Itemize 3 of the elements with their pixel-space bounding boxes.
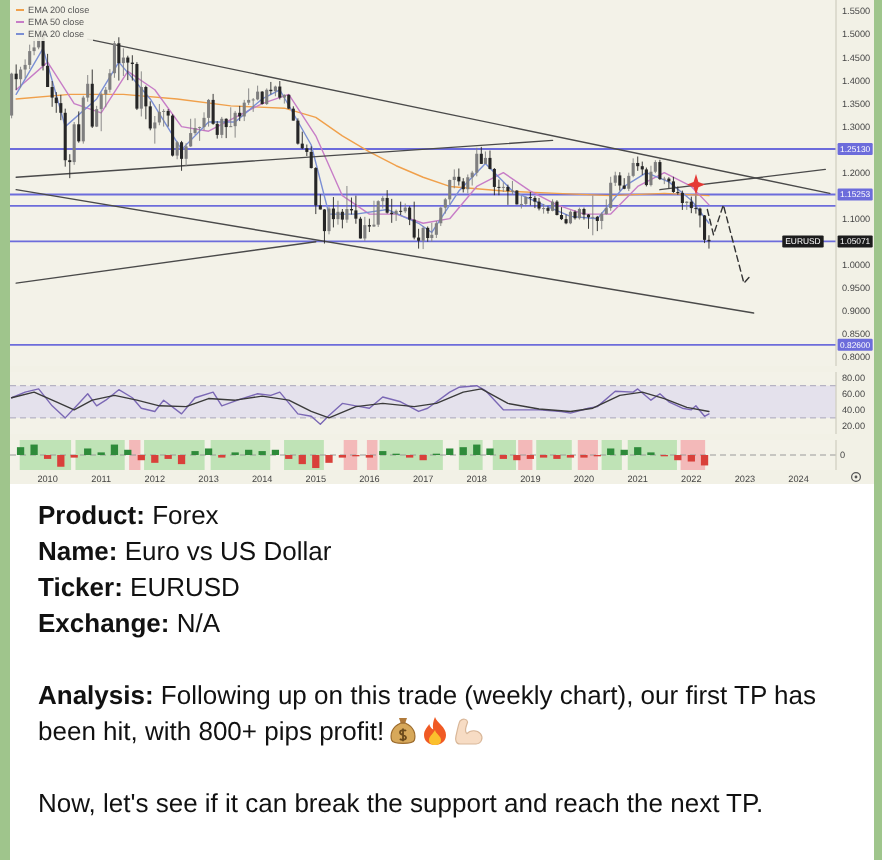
text: Product: Forex Name: Euro vs US Dollar Ticker: EURUSD Exchange: N/A [38,500,332,638]
text: Now, let's see if it can break the support and reach the next TP. [38,788,764,818]
text: Analysis: Following up on this trade (weekly chart), our first TP has been hit, with 800+ pips profit! [38,680,816,746]
